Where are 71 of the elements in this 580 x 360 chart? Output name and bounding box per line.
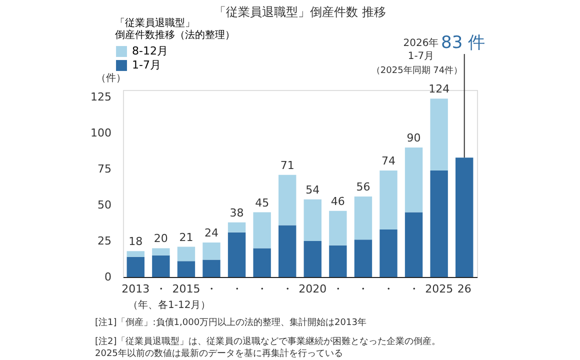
x-tick-label: ・ bbox=[408, 282, 420, 296]
x-tick-label: ・ bbox=[383, 282, 394, 296]
y-tick-label: 0 bbox=[104, 270, 112, 284]
y-axis-title: （件） bbox=[96, 73, 126, 84]
bar bbox=[278, 174, 296, 226]
bar bbox=[126, 251, 144, 257]
text: [注2]「従業員退職型」は、従業員の退職などで事業継続が困難となった企業の倒産。 2025年以前の数値は最新のデータを基に再集計を行っている bbox=[95, 336, 441, 359]
total-label: 74 bbox=[382, 154, 396, 168]
bar bbox=[404, 148, 423, 212]
total-label: 38 bbox=[230, 206, 244, 220]
legend-label: 1-7月 bbox=[132, 58, 161, 72]
x-tick-label: 2013 bbox=[122, 282, 150, 296]
x-tick-label: 2015 bbox=[172, 282, 200, 296]
bar bbox=[430, 98, 448, 171]
bar bbox=[354, 240, 372, 277]
bar bbox=[304, 199, 322, 242]
total-label: 90 bbox=[406, 132, 421, 145]
bar bbox=[253, 212, 271, 248]
x-tick-label: ・ bbox=[206, 282, 217, 296]
bar bbox=[202, 260, 220, 277]
x-tick-label: ・ bbox=[282, 282, 293, 296]
bar bbox=[152, 248, 170, 256]
bar bbox=[228, 232, 246, 277]
total-label: 21 bbox=[179, 230, 194, 244]
bar bbox=[380, 230, 398, 277]
bar bbox=[202, 242, 220, 260]
x-axis-title: （年、各1-12月） bbox=[128, 299, 211, 311]
total-label: 124 bbox=[428, 82, 450, 96]
bar bbox=[177, 261, 196, 277]
bar bbox=[380, 170, 398, 230]
text: [注1]「倒産」:負債1,000万円以上の法的整理、集計開始は2013年 bbox=[95, 317, 366, 328]
bar bbox=[278, 225, 296, 277]
total-label: 18 bbox=[128, 235, 143, 248]
total-label: 45 bbox=[255, 196, 270, 210]
total-label: 24 bbox=[204, 226, 218, 240]
bar bbox=[177, 246, 196, 262]
total-label: 71 bbox=[280, 158, 294, 172]
bar bbox=[329, 245, 347, 277]
x-tick-label: ・ bbox=[256, 282, 268, 296]
chart-title: 「従業員退職型」倒産件数 推移 bbox=[214, 5, 386, 19]
y-tick-label: 75 bbox=[98, 162, 112, 176]
x-tick-label: 2025 bbox=[425, 282, 454, 296]
bar bbox=[304, 241, 322, 277]
bar bbox=[404, 212, 423, 277]
total-label: 56 bbox=[356, 180, 370, 194]
text: （2025年同期 74件） bbox=[371, 65, 463, 76]
legend-title: 「従業員退職型」倒産件数推移（法的整理） bbox=[115, 17, 235, 41]
text: 2026年 1-7月 bbox=[403, 37, 439, 62]
bar bbox=[456, 158, 474, 277]
bar bbox=[354, 196, 372, 240]
annotation: 83 件 bbox=[441, 33, 486, 53]
bar bbox=[329, 210, 347, 246]
bar bbox=[228, 222, 246, 232]
total-label: 54 bbox=[306, 183, 320, 196]
x-tick-label: ・ bbox=[231, 282, 242, 296]
y-tick-label: 25 bbox=[98, 234, 112, 248]
bar bbox=[152, 255, 170, 277]
y-tick-label: 50 bbox=[98, 198, 112, 212]
x-tick-label: 26 bbox=[457, 282, 472, 296]
bar bbox=[126, 256, 144, 277]
total-label: 46 bbox=[330, 194, 345, 208]
bar bbox=[430, 170, 448, 277]
bar bbox=[253, 248, 271, 277]
total-label: 20 bbox=[154, 232, 168, 246]
y-tick-label: 100 bbox=[90, 126, 112, 140]
y-tick-label: 125 bbox=[90, 90, 112, 104]
x-tick-label: ・ bbox=[332, 282, 344, 296]
x-tick-label: 2020 bbox=[298, 282, 327, 296]
x-tick-label: ・ bbox=[358, 282, 369, 296]
x-tick-label: ・ bbox=[155, 282, 166, 296]
legend-label: 8-12月 bbox=[132, 44, 168, 58]
